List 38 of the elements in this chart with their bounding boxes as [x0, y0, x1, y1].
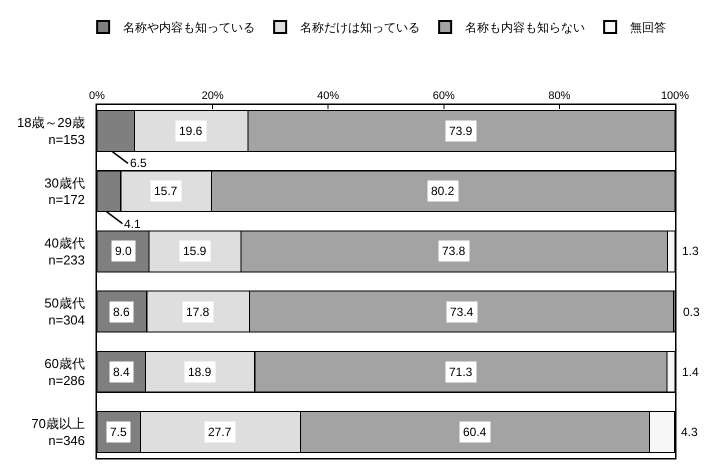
y-tick-label: 40歳代 n=233: [44, 235, 85, 268]
x-tick-label: 80%: [548, 90, 571, 102]
data-label: 8.4: [113, 365, 130, 379]
legend-label: 名称も内容も知らない: [465, 20, 586, 35]
data-label: 1.4: [682, 365, 700, 379]
x-tick-label: 100%: [660, 90, 690, 102]
legend-label: 名称や内容も知っている: [123, 20, 256, 35]
data-label: 73.8: [442, 244, 466, 258]
y-tick-label: 30歳代 n=172: [44, 175, 85, 208]
data-label: 80.2: [431, 184, 455, 198]
data-label: 19.6: [179, 124, 203, 138]
x-tick-label: 0%: [89, 90, 106, 102]
data-label: 4.1: [124, 217, 142, 231]
legend-label: 名称だけは知っている: [300, 20, 420, 35]
data-label: 27.7: [208, 425, 232, 439]
data-label: 4.3: [681, 425, 698, 439]
x-tick-label: 20%: [202, 90, 224, 102]
data-label: 6.5: [130, 156, 148, 170]
data-label: 73.9: [449, 124, 473, 138]
data-label: 71.3: [449, 365, 473, 379]
x-tick-label: 60%: [432, 90, 456, 102]
data-label: 7.5: [110, 425, 128, 439]
data-label: 18.9: [188, 365, 212, 379]
data-label: 60.4: [463, 425, 487, 439]
data-label: 17.8: [186, 305, 210, 319]
data-label: 9.0: [115, 244, 132, 258]
data-label: 8.6: [113, 305, 130, 319]
data-label: 73.4: [450, 305, 474, 319]
data-label: 15.9: [183, 244, 207, 258]
y-tick-label: 50歳代 n=304: [44, 296, 85, 328]
y-tick-label: 60歳代 n=286: [44, 356, 85, 388]
y-tick-label: 18歳～29歳 n=153: [16, 115, 85, 147]
x-tick-label: 40%: [317, 90, 340, 102]
y-tick-label: 70歳以上 n=346: [31, 416, 85, 448]
data-label: 1.3: [682, 244, 700, 258]
legend-label: 無回答: [630, 20, 666, 35]
data-label: 15.7: [154, 184, 178, 198]
data-label: 0.3: [683, 305, 700, 319]
